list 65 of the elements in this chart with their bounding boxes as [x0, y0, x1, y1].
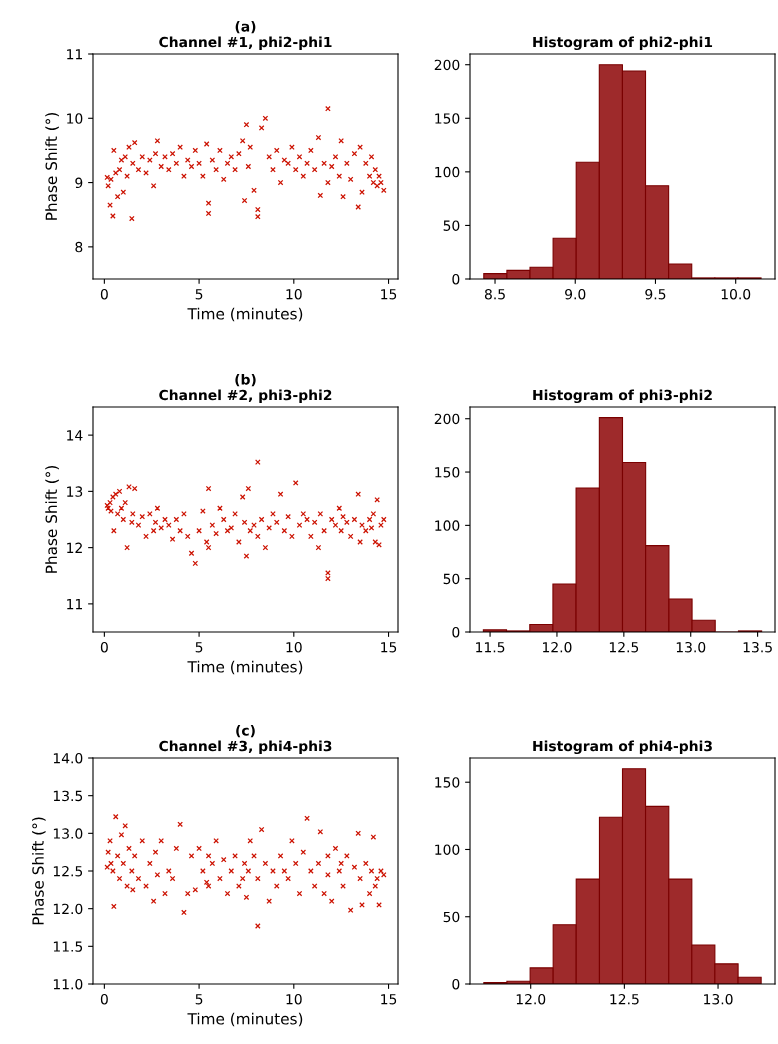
x-tick-label: 15	[381, 642, 397, 653]
chart-title: Histogram of phi3-phi2	[533, 389, 712, 404]
x-tick-label: 0	[100, 641, 108, 653]
y-tick-label: 150	[435, 467, 460, 478]
y-tick-label: 9	[75, 177, 83, 189]
x-tick-label: 15	[381, 994, 397, 1005]
y-tick-label: 14	[67, 430, 83, 441]
y-tick-label: 0	[452, 978, 460, 990]
y-tick-label: 13.5	[53, 790, 83, 802]
chart-title: (b) Channel #2, phi3-phi2	[159, 373, 332, 403]
x-tick-label: 15	[381, 289, 397, 300]
y-tick-label: 50	[443, 573, 460, 585]
chart-title: (c) Channel #3, phi4-phi3	[159, 724, 332, 754]
y-axis-title: Phase Shift (°)	[45, 113, 59, 220]
x-tick-label: 10	[286, 288, 302, 300]
y-tick-label: 100	[435, 844, 460, 855]
y-tick-label: 0	[452, 626, 460, 638]
y-tick-label: 8	[75, 241, 83, 253]
chart-title: Histogram of phi4-phi3	[533, 740, 712, 755]
y-axis-title: Phase Shift (°)	[45, 466, 59, 573]
y-tick-label: 200	[434, 413, 460, 425]
x-tick-label: 12.5	[610, 993, 639, 1005]
y-tick-label: 11.0	[53, 978, 83, 990]
y-tick-label: 100	[435, 166, 460, 178]
x-tick-label: 9.0	[565, 288, 586, 300]
y-tick-label: 13	[67, 486, 83, 497]
x-axis-title: Time (minutes)	[187, 307, 303, 322]
y-tick-label: 200	[434, 59, 460, 71]
chart-title: (a) Channel #1, phi2-phi1	[159, 20, 332, 50]
y-tick-label: 50	[443, 220, 460, 231]
x-tick-label: 13.5	[743, 641, 772, 653]
y-tick-label: 11.5	[53, 941, 83, 952]
y-tick-label: 14.0	[53, 752, 83, 764]
x-tick-label: 5	[195, 642, 203, 653]
x-axis-title: Time (minutes)	[187, 1012, 303, 1027]
x-tick-label: 0	[100, 993, 108, 1005]
x-axis-title: Time (minutes)	[187, 660, 303, 675]
x-tick-label: 9.5	[645, 288, 666, 300]
y-tick-label: 0	[452, 273, 460, 285]
x-tick-label: 10	[286, 641, 302, 653]
x-tick-label: 12.5	[609, 641, 639, 653]
x-tick-label: 11.5	[476, 642, 505, 653]
y-tick-label: 12.5	[53, 865, 83, 877]
x-tick-label: 5	[195, 289, 203, 300]
chart-title: Histogram of phi2-phi1	[533, 36, 713, 51]
x-tick-label: 5	[195, 994, 203, 1005]
y-axis-title: Phase Shift (°)	[32, 817, 46, 925]
y-tick-label: 100	[435, 520, 460, 531]
y-tick-label: 12	[67, 542, 82, 553]
y-tick-label: 150	[435, 777, 460, 788]
x-tick-label: 13.0	[676, 641, 706, 653]
y-tick-label: 150	[435, 113, 460, 124]
y-tick-label: 11	[67, 599, 82, 610]
y-tick-label: 12.0	[53, 903, 83, 915]
x-tick-label: 8.5	[484, 288, 505, 300]
x-tick-label: 10	[286, 993, 302, 1005]
y-tick-label: 50	[443, 911, 460, 923]
y-tick-label: 13.0	[53, 828, 83, 839]
x-tick-label: 0	[100, 288, 108, 300]
x-tick-label: 12.0	[543, 641, 572, 653]
x-tick-label: 10.0	[721, 288, 751, 300]
y-tick-label: 11	[67, 49, 82, 60]
x-tick-label: 13.0	[704, 993, 733, 1005]
y-tick-label: 10	[67, 113, 83, 124]
x-tick-label: 12.0	[516, 993, 546, 1005]
